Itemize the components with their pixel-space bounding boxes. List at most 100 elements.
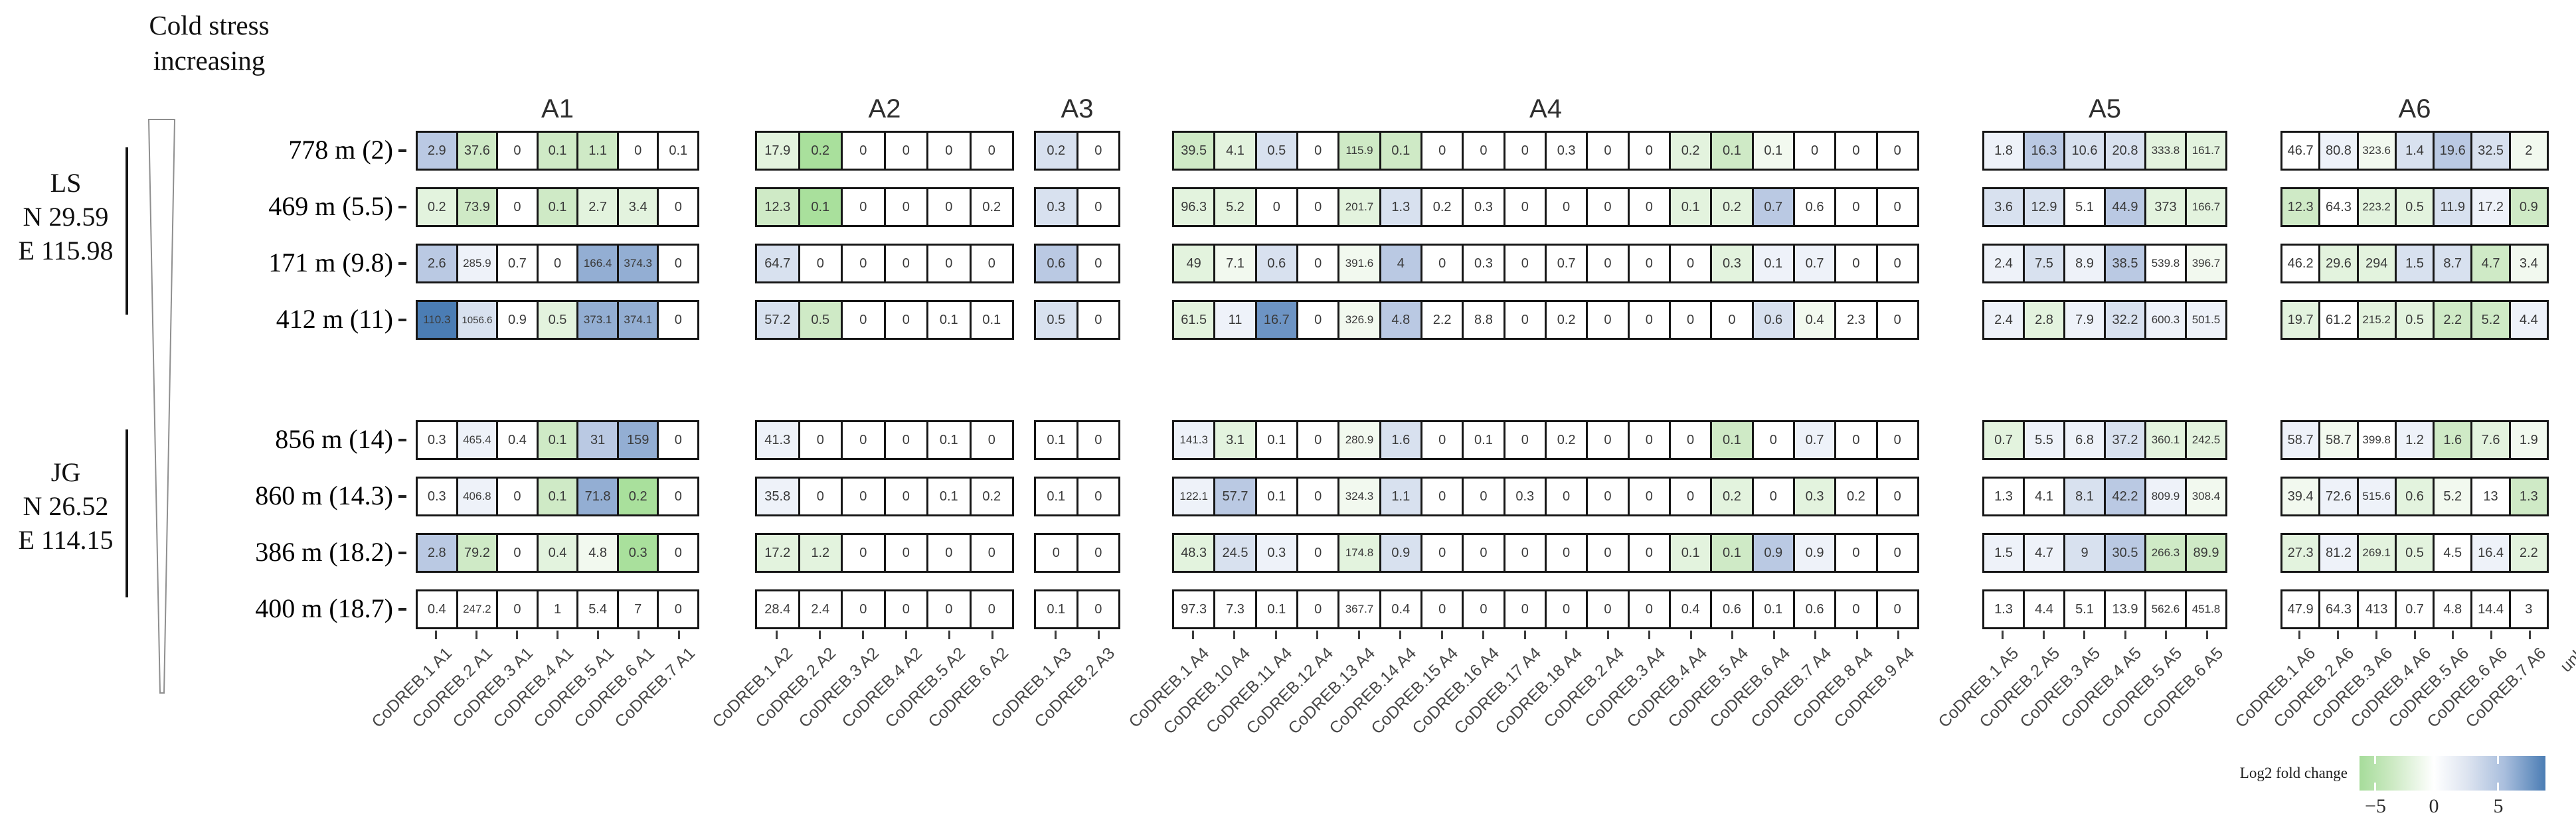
heatmap-cell: 2.9 <box>418 133 456 169</box>
heatmap-cell: 0 <box>657 591 698 627</box>
heatmap-cell: 0 <box>1420 246 1462 281</box>
heatmap-cell: 0 <box>496 535 537 571</box>
heatmap-cell: 0.1 <box>1710 422 1752 458</box>
heatmap-cell: 399.8 <box>2356 422 2395 458</box>
row-label-ls-2: 171 m (9.8) <box>268 248 393 277</box>
heatmap-cell: 39.5 <box>1174 133 1214 169</box>
heatmap-cell: 13.9 <box>2104 591 2144 627</box>
legend-tick-5: 5 <box>2493 795 2504 817</box>
heatmap-cell: 64.3 <box>2318 591 2357 627</box>
heatmap-row-a3-ls-2: 0.6 0 <box>1034 244 1120 283</box>
heatmap-cell: 14.4 <box>2470 591 2509 627</box>
heatmap-cell: 0 <box>1544 189 1587 225</box>
x-axis-tick <box>2205 631 2208 639</box>
heatmap-cell: 0 <box>1296 133 1338 169</box>
heatmap-row-a4-jg-1: 122.1 57.7 0.1 0 324.3 1.1 0 0 0.3 0 0 0 0 0.2 0 0.3 0.2… <box>1172 477 1919 516</box>
x-axis-tick <box>776 631 778 639</box>
heatmap-cell: 4.1 <box>1213 133 1255 169</box>
heatmap-cell: 0 <box>1076 479 1118 514</box>
heatmap-cell: 0 <box>1875 246 1917 281</box>
heatmap-cell: 0 <box>798 246 841 281</box>
heatmap-cell: 0.1 <box>798 189 841 225</box>
heatmap-cell: 326.9 <box>1337 302 1379 338</box>
heatmap-cell: 1.1 <box>1379 479 1420 514</box>
heatmap-cell: 1.4 <box>2394 133 2433 169</box>
x-axis-tick <box>1440 631 1443 639</box>
x-axis-tick <box>1191 631 1194 639</box>
heatmap-cell: 215.2 <box>2356 302 2395 338</box>
heatmap-row-a4-ls-0: 39.5 4.1 0.5 0 115.9 0.1 0 0 0 0.3 0 0 0.2 0.1 0.1 0 0 0 <box>1172 131 1919 171</box>
heatmap-cell: 0 <box>1254 189 1296 225</box>
heatmap-cell: 0 <box>1076 189 1118 225</box>
heatmap-cell: 4 <box>1379 246 1420 281</box>
x-axis-label: unk <box>2556 644 2576 676</box>
heatmap-cell: 0.2 <box>418 189 456 225</box>
heatmap-cell: 38.5 <box>2104 246 2144 281</box>
legend-notch <box>2374 756 2376 764</box>
heatmap-cell: 30.5 <box>2104 535 2144 571</box>
heatmap-cell: 0 <box>1627 133 1669 169</box>
heatmap-cell: 0 <box>1586 189 1628 225</box>
heatmap-cell: 396.7 <box>2185 246 2225 281</box>
heatmap-row-a6-jg-0: 58.7 58.7 399.8 1.2 1.6 7.6 1.9 <box>2280 420 2549 460</box>
heatmap-cell: 0.6 <box>2394 479 2433 514</box>
heatmap-cell: 0 <box>1462 479 1503 514</box>
heatmap-cell: 0 <box>883 422 926 458</box>
heatmap-cell: 5.5 <box>2023 422 2063 458</box>
x-axis-tick <box>1855 631 1858 639</box>
heatmap-row-a1-ls-3: 110.3 1056.6 0.9 0.5 373.1 374.1 0 <box>416 300 699 340</box>
heatmap-cell: 0 <box>883 591 926 627</box>
x-axis-tick <box>2413 631 2416 639</box>
heatmap-cell: 0 <box>1834 591 1876 627</box>
heatmap-row-a1-ls-2: 2.6 285.9 0.7 0 166.4 374.3 0 <box>416 244 699 283</box>
heatmap-cell: 413 <box>2356 591 2395 627</box>
heatmap-cell: 37.2 <box>2104 422 2144 458</box>
x-axis-tick <box>1897 631 1900 639</box>
heatmap-cell: 110.3 <box>418 302 456 338</box>
heatmap-cell: 0.9 <box>1792 535 1835 571</box>
heatmap-cell: 97.3 <box>1174 591 1214 627</box>
row-label-ls-3: 412 m (11) <box>276 304 393 334</box>
x-axis-tick <box>638 631 640 639</box>
facet-header-a5: A5 <box>2089 94 2121 123</box>
heatmap-cell: 61.5 <box>1174 302 1214 338</box>
heatmap-cell: 0.1 <box>1379 133 1420 169</box>
heatmap-cell: 1.9 <box>2508 422 2547 458</box>
facet-header-a2: A2 <box>868 94 901 123</box>
y-axis-tick <box>398 608 406 611</box>
heatmap-cell: 7 <box>616 591 657 627</box>
heatmap-cell: 0 <box>969 246 1012 281</box>
heatmap-cell: 0 <box>883 479 926 514</box>
heatmap-cell: 115.9 <box>1337 133 1379 169</box>
heatmap-cell: 2.2 <box>2433 302 2471 338</box>
heatmap-cell: 31 <box>576 422 617 458</box>
heatmap-cell: 0.2 <box>969 479 1012 514</box>
heatmap-cell: 0.2 <box>798 133 841 169</box>
heatmap-cell: 17.9 <box>757 133 798 169</box>
heatmap-cell: 4.1 <box>2023 479 2063 514</box>
heatmap-cell: 0 <box>1627 422 1669 458</box>
heatmap-cell: 0.6 <box>1751 302 1793 338</box>
heatmap-cell: 1.5 <box>1984 535 2023 571</box>
x-axis-tick <box>557 631 558 639</box>
heatmap-cell: 0 <box>969 133 1012 169</box>
heatmap-row-a4-ls-2: 49 7.1 0.6 0 391.6 4 0 0.3 0 0.7 0 0 0 0.3 0.1 0.7 0 0 <box>1172 244 1919 283</box>
heatmap-cell: 0 <box>1544 535 1587 571</box>
legend-gradient-bar <box>2360 756 2545 791</box>
x-axis-tick <box>1523 631 1526 639</box>
heatmap-cell: 0.2 <box>1420 189 1462 225</box>
heatmap-cell: 3.1 <box>1213 422 1255 458</box>
heatmap-cell: 0 <box>1296 535 1338 571</box>
site-label-ls: LS N 29.59 E 115.98 <box>3 166 129 268</box>
heatmap-cell: 24.5 <box>1213 535 1255 571</box>
heatmap-row-a6-jg-1: 39.4 72.6 515.6 0.6 5.2 13 1.3 <box>2280 477 2549 516</box>
heatmap-cell: 360.1 <box>2144 422 2185 458</box>
heatmap-cell: 0 <box>1586 422 1628 458</box>
heatmap-cell: 2.8 <box>418 535 456 571</box>
heatmap-cell: 19.7 <box>2282 302 2319 338</box>
x-axis-tick <box>905 631 907 639</box>
heatmap-cell: 2.2 <box>1420 302 1462 338</box>
site-lon-jg: E 114.15 <box>18 525 114 556</box>
legend-title: Log2 fold change <box>2239 765 2348 781</box>
heatmap-cell: 0 <box>1627 591 1669 627</box>
